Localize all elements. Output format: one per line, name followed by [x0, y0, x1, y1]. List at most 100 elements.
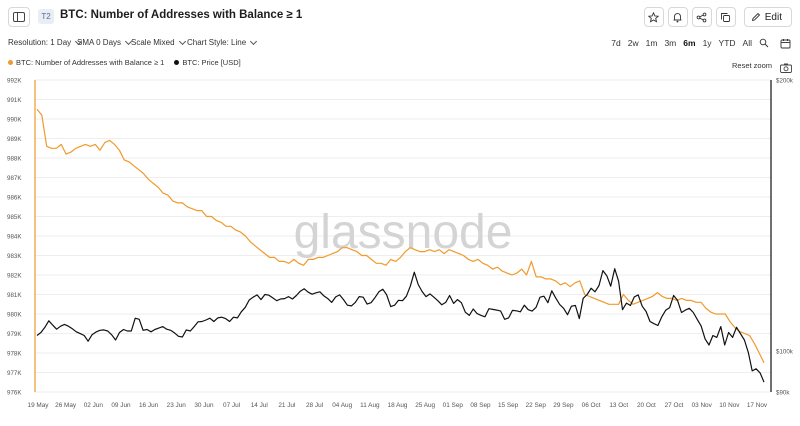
- left-tick-label: 979K: [7, 331, 22, 338]
- x-tick-label: 29 Sep: [553, 402, 574, 409]
- copy-icon: [721, 12, 731, 22]
- calendar-button[interactable]: [778, 36, 792, 50]
- left-tick-label: 983K: [7, 253, 22, 260]
- sma-dropdown[interactable]: SMA 0 Days: [77, 37, 133, 47]
- range-2w[interactable]: 2w: [627, 38, 639, 48]
- x-tick-label: 13 Oct: [609, 402, 628, 409]
- left-tick-label: 987K: [7, 175, 22, 182]
- sma-label: SMA 0 Days: [77, 38, 122, 47]
- left-tick-label: 977K: [7, 370, 22, 377]
- resolution-dropdown[interactable]: Resolution: 1 Day: [8, 37, 83, 47]
- x-tick-label: 07 Jul: [223, 402, 240, 409]
- x-tick-label: 27 Oct: [665, 402, 684, 409]
- left-tick-label: 988K: [7, 156, 22, 163]
- range-1m[interactable]: 1m: [645, 38, 658, 48]
- x-tick-label: 21 Jul: [278, 402, 295, 409]
- favorite-button[interactable]: [643, 7, 664, 27]
- x-tick-label: 01 Sep: [443, 402, 464, 409]
- legend-item-addresses[interactable]: BTC: Number of Addresses with Balance ≥ …: [8, 58, 164, 67]
- top-actions: Edit: [643, 7, 792, 27]
- screenshot-button[interactable]: [780, 60, 792, 73]
- legend-label-price: BTC: Price [USD]: [182, 58, 241, 67]
- camera-icon: [780, 63, 792, 73]
- range-1y[interactable]: 1y: [702, 38, 712, 48]
- x-tick-label: 09 Jun: [111, 402, 131, 409]
- x-tick-label: 04 Aug: [332, 402, 352, 409]
- x-tick-label: 22 Sep: [526, 402, 547, 409]
- left-tick-label: 981K: [7, 292, 22, 299]
- page-title: BTC: Number of Addresses with Balance ≥ …: [60, 9, 303, 21]
- left-tick-label: 985K: [7, 214, 22, 221]
- x-axis: 19 May 26 May 02 Jun 09 Jun 16 Jun 23 Jun 30 J…: [28, 402, 768, 409]
- right-axis: $90k $100k $200k: [770, 78, 794, 397]
- right-tick-label: $90k: [776, 390, 790, 397]
- resolution-label: Resolution: 1 Day: [8, 38, 72, 47]
- range-6m[interactable]: 6m: [683, 38, 696, 48]
- x-tick-label: 11 Aug: [360, 402, 380, 409]
- star-icon: [648, 11, 660, 23]
- x-tick-label: 06 Oct: [582, 402, 601, 409]
- left-tick-label: 990K: [7, 117, 22, 124]
- right-tick-label: $100k: [776, 348, 794, 355]
- sidebar-icon: [13, 12, 25, 22]
- x-tick-label: 28 Jul: [306, 402, 323, 409]
- x-tick-label: 20 Oct: [637, 402, 656, 409]
- alert-button[interactable]: [667, 7, 688, 27]
- watermark: glassnode: [294, 206, 513, 259]
- legend-label-addresses: BTC: Number of Addresses with Balance ≥ …: [16, 58, 165, 67]
- edit-label: Edit: [764, 11, 782, 23]
- sidebar-toggle-button[interactable]: [8, 7, 30, 27]
- chart-style-label: Chart Style: Line: [187, 38, 247, 47]
- x-tick-label: 23 Jun: [167, 402, 187, 409]
- legend-item-price[interactable]: BTC: Price [USD]: [174, 58, 241, 67]
- x-tick-label: 03 Nov: [692, 402, 713, 409]
- zoom-icon: [759, 38, 769, 48]
- chart-style-dropdown[interactable]: Chart Style: Line: [187, 37, 258, 47]
- range-3m[interactable]: 3m: [664, 38, 677, 48]
- chart-toolbar: Resolution: 1 Day SMA 0 Days Scale Mixed…: [0, 34, 800, 54]
- edit-button[interactable]: Edit: [743, 7, 792, 27]
- x-tick-label: 08 Sep: [470, 402, 491, 409]
- x-tick-label: 17 Nov: [747, 402, 768, 409]
- range-ytd[interactable]: YTD: [718, 38, 736, 48]
- x-tick-label: 19 May: [28, 402, 50, 409]
- x-tick-label: 16 Jun: [139, 402, 159, 409]
- x-tick-label: 10 Nov: [719, 402, 740, 409]
- tier-badge: T2: [38, 9, 54, 24]
- x-tick-label: 18 Aug: [388, 402, 408, 409]
- left-tick-label: 991K: [7, 97, 22, 104]
- reset-zoom-button[interactable]: Reset zoom: [732, 61, 773, 70]
- left-tick-label: 992K: [7, 78, 22, 85]
- price-line: [36, 268, 765, 383]
- gridlines: [35, 79, 771, 393]
- scale-label: Scale Mixed: [131, 38, 175, 47]
- bell-icon: [673, 12, 682, 22]
- legend-swatch-addresses: [8, 60, 13, 65]
- left-tick-label: 989K: [7, 136, 22, 143]
- pencil-icon: [751, 12, 760, 22]
- left-tick-label: 982K: [7, 273, 22, 280]
- share-button[interactable]: [691, 7, 712, 27]
- chart-legend: BTC: Number of Addresses with Balance ≥ …: [8, 58, 241, 67]
- zoom-select-button[interactable]: [756, 36, 772, 52]
- scale-dropdown[interactable]: Scale Mixed: [131, 37, 186, 47]
- addresses-line: [36, 108, 765, 364]
- x-tick-label: 14 Jul: [251, 402, 268, 409]
- copy-button[interactable]: [715, 7, 736, 27]
- left-axis: 976K 977K 978K 979K 980K 981K 982K 983K 984K 985K…: [7, 78, 36, 397]
- calendar-icon: [780, 38, 790, 48]
- right-tick-label: $200k: [776, 78, 794, 85]
- left-tick-label: 984K: [7, 234, 22, 241]
- legend-swatch-price: [174, 60, 180, 65]
- x-tick-label: 30 Jun: [194, 402, 214, 409]
- left-tick-label: 986K: [7, 195, 22, 202]
- x-tick-label: 26 May: [55, 402, 77, 409]
- x-tick-label: 02 Jun: [84, 402, 104, 409]
- x-tick-label: 25 Aug: [415, 402, 435, 409]
- range-7d[interactable]: 7d: [611, 38, 621, 48]
- left-tick-label: 976K: [7, 390, 22, 397]
- time-range-selector: 7d 2w 1m 3m 6m 1y YTD All: [608, 36, 772, 52]
- left-tick-label: 980K: [7, 312, 22, 319]
- range-all[interactable]: All: [742, 38, 752, 48]
